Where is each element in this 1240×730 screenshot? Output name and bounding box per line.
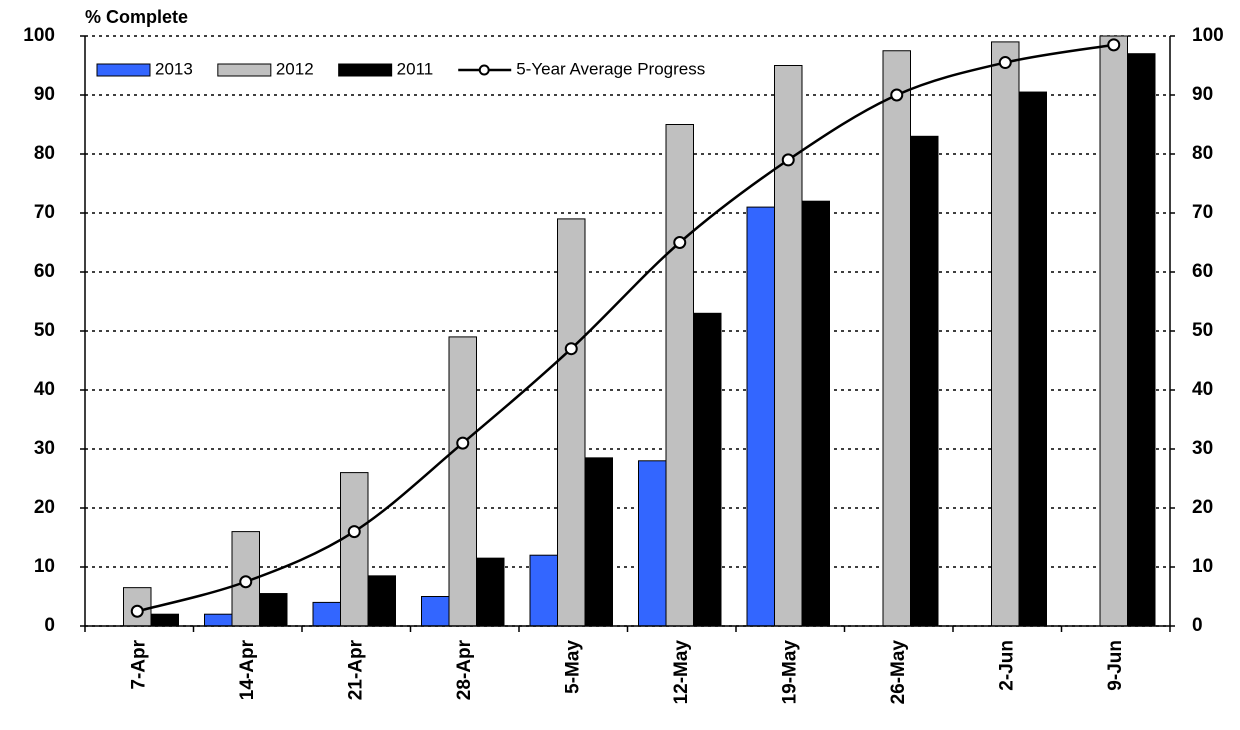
legend-label: 5-Year Average Progress: [516, 59, 705, 78]
line-marker: [456, 436, 470, 450]
y-tick-label: 50: [34, 320, 55, 341]
legend-swatch: [217, 63, 272, 77]
y-tick-label: 20: [34, 497, 55, 518]
x-tick-label: 7-Apr: [128, 639, 149, 689]
bar: [746, 206, 775, 627]
y-tick-label: 30: [34, 438, 55, 459]
y2-tick-label: 50: [1192, 320, 1213, 341]
x-tick-label: 19-May: [779, 640, 800, 705]
y2-tick-label: 30: [1192, 438, 1213, 459]
x-tick-label: 21-Apr: [345, 639, 366, 700]
y-tick-label: 40: [34, 379, 55, 400]
y-tick-label: 10: [34, 556, 55, 577]
bar: [882, 50, 911, 627]
x-tick-label: 9-Jun: [1105, 640, 1126, 691]
line-marker: [239, 575, 253, 589]
bar: [557, 218, 586, 627]
bar: [693, 312, 722, 627]
bar: [312, 601, 341, 627]
bar: [665, 124, 694, 627]
y-tick-label: 90: [34, 84, 55, 105]
y-tick-label: 80: [34, 143, 55, 164]
bar: [340, 472, 369, 627]
line: [136, 43, 1114, 613]
bar: [204, 613, 233, 627]
legend-swatch: [96, 63, 151, 77]
bar: [150, 613, 179, 627]
x-tick-label: 2-Jun: [996, 640, 1017, 691]
legend-label: 2012: [276, 59, 314, 78]
legend-swatch: [338, 63, 393, 77]
legend-marker: [478, 64, 490, 76]
bar: [367, 575, 396, 627]
y2-tick-label: 20: [1192, 497, 1213, 518]
x-tick-label: 28-Apr: [454, 639, 475, 700]
bar: [801, 200, 830, 627]
x-tick-label: 12-May: [671, 640, 692, 705]
bar: [1099, 35, 1128, 627]
y2-tick-label: 10: [1192, 556, 1213, 577]
y2-tick-label: 40: [1192, 379, 1213, 400]
y2-tick-label: 70: [1192, 202, 1213, 223]
chart-title: % Complete: [85, 7, 188, 27]
y-tick-label: 70: [34, 202, 55, 223]
y-tick-label: 100: [23, 25, 55, 46]
bar: [529, 554, 558, 627]
line-marker: [890, 88, 904, 102]
legend-label: 2011: [397, 59, 434, 78]
x-tick-label: 5-May: [562, 640, 583, 694]
y2-tick-label: 90: [1192, 84, 1213, 105]
x-tick-label: 26-May: [888, 640, 909, 705]
bar: [421, 596, 450, 627]
line-marker: [130, 604, 144, 618]
line-marker: [998, 56, 1012, 70]
bar: [476, 557, 505, 627]
bar: [259, 593, 288, 627]
bar: [584, 457, 613, 627]
y2-tick-label: 60: [1192, 261, 1213, 282]
line-marker: [1107, 38, 1121, 52]
x-tick-label: 14-Apr: [237, 639, 258, 700]
bar: [638, 460, 667, 627]
bar: [991, 41, 1020, 627]
y2-tick-label: 80: [1192, 143, 1213, 164]
bar: [910, 135, 939, 627]
line-marker: [347, 525, 361, 539]
bar: [1127, 53, 1156, 627]
y-tick-label: 0: [44, 615, 55, 636]
line-marker: [673, 236, 687, 249]
y2-tick-label: 100: [1192, 25, 1224, 46]
bar: [1018, 91, 1047, 627]
y-tick-label: 60: [34, 261, 55, 282]
line-marker: [781, 153, 795, 167]
y2-tick-label: 0: [1192, 615, 1203, 636]
line-marker: [564, 342, 578, 356]
bar: [774, 65, 803, 627]
bar: [448, 336, 477, 627]
legend-label: 2013: [155, 59, 193, 78]
